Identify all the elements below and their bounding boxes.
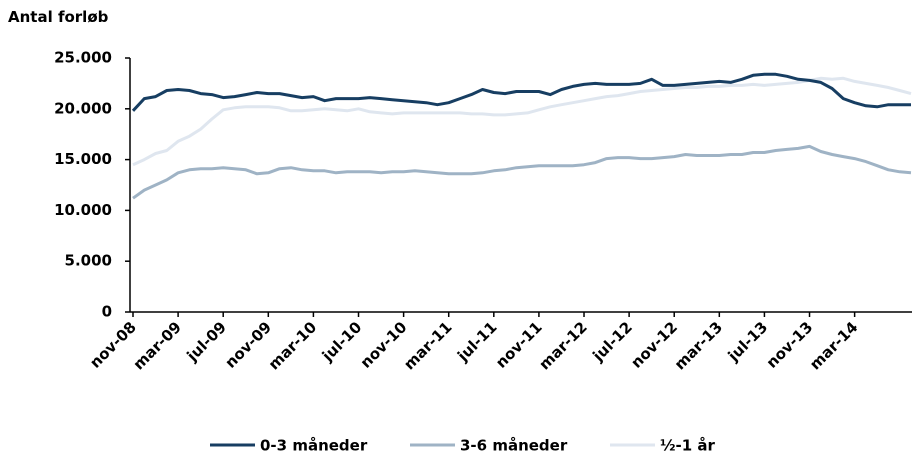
y-tick-label: 20.000	[54, 99, 112, 117]
y-axis-title: Antal forløb	[8, 8, 109, 26]
y-tick-label: 25.000	[54, 49, 112, 67]
legend-label: 3-6 måneder	[460, 437, 568, 455]
legend-item: ½-1 år	[610, 437, 716, 455]
legend-label: ½-1 år	[660, 437, 716, 455]
x-tick-label: mar-14	[806, 318, 861, 373]
x-tick-label: mar-10	[265, 318, 320, 373]
x-tick-label: mar-13	[671, 318, 726, 373]
y-tick-label: 5.000	[65, 252, 112, 270]
series-line	[132, 76, 912, 167]
legend-label: 0-3 måneder	[260, 437, 368, 455]
x-tick-label: mar-09	[130, 318, 185, 373]
legend-item: 0-3 måneder	[210, 437, 368, 455]
y-tick-label: 15.000	[54, 150, 112, 168]
series-line	[131, 72, 911, 112]
x-tick-label: mar-12	[536, 318, 591, 373]
y-tick-label: 0	[102, 303, 112, 321]
series-line	[132, 144, 912, 200]
legend-item: 3-6 måneder	[410, 437, 568, 455]
x-tick-label: mar-11	[400, 318, 455, 373]
y-tick-label: 10.000	[54, 201, 112, 219]
